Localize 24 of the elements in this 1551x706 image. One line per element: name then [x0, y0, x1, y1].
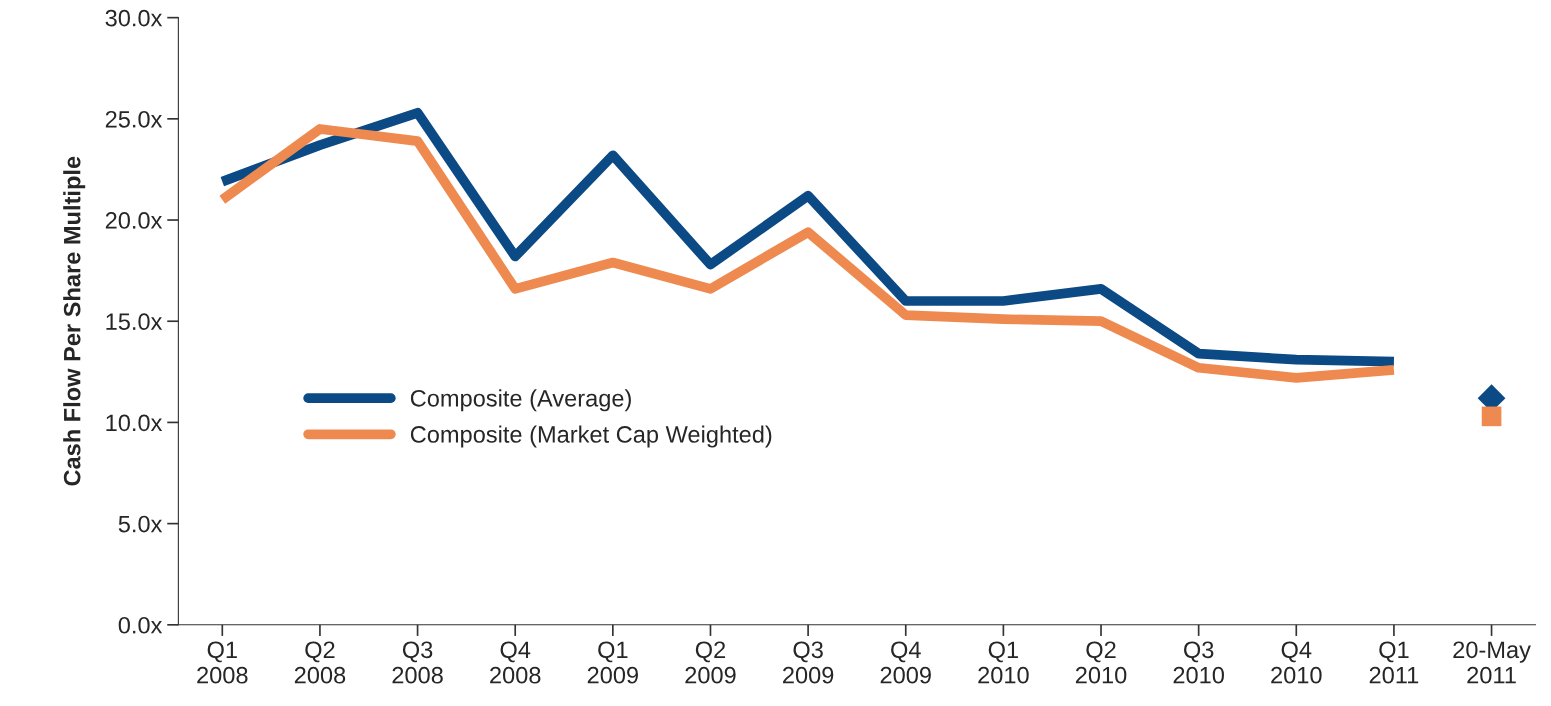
legend-label: Composite (Average) [410, 389, 631, 412]
y-tick-label: 25.0x [105, 110, 163, 128]
x-tick-label: Q1 2008 [197, 641, 248, 684]
x-tick-label: Q4 2010 [1271, 641, 1322, 684]
x-tick-label: Q4 2008 [490, 641, 541, 684]
y-tick-label: 20.0x [105, 212, 163, 229]
y-tick-label: 30.0x [105, 9, 163, 27]
x-tick-label: Q1 2010 [978, 641, 1029, 684]
y-tick-label: 15.0x [106, 313, 163, 331]
x-tick-label: Q3 2009 [783, 641, 834, 684]
y-tick-label: 5.0x [118, 515, 163, 533]
x-tick-label: 20-May 2011 [1453, 641, 1531, 684]
x-tick-label: Q1 2009 [587, 641, 638, 684]
y-tick-label: 0.0x [118, 616, 163, 634]
x-tick-label: Q2 2009 [685, 641, 736, 684]
x-tick-label: Q4 2009 [880, 641, 931, 684]
x-tick-label: Q2 2008 [294, 641, 346, 684]
x-tick-label: Q2 2010 [1075, 641, 1127, 684]
legend-label: Composite (Market Cap Weighted) [410, 425, 772, 448]
x-tick-label: Q1 2011 [1369, 641, 1419, 684]
x-tick-label: Q3 2008 [392, 641, 443, 684]
x-tick-label: Q3 2010 [1173, 641, 1224, 684]
y-tick-label: 10.0x [106, 414, 163, 432]
y-axis-title: Cash Flow Per Share Multiple [63, 156, 86, 486]
